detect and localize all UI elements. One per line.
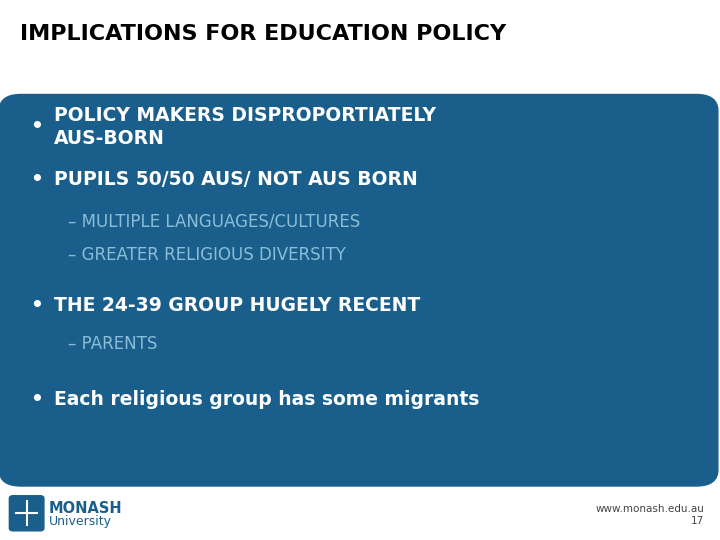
Text: PUPILS 50/50 AUS/ NOT AUS BORN: PUPILS 50/50 AUS/ NOT AUS BORN bbox=[54, 170, 418, 189]
FancyBboxPatch shape bbox=[0, 94, 718, 486]
Text: – PARENTS: – PARENTS bbox=[68, 335, 158, 353]
FancyBboxPatch shape bbox=[9, 496, 44, 531]
Text: www.monash.edu.au: www.monash.edu.au bbox=[595, 504, 704, 514]
Text: Each religious group has some migrants: Each religious group has some migrants bbox=[54, 390, 480, 409]
Text: •: • bbox=[30, 390, 43, 409]
Text: University: University bbox=[49, 515, 112, 528]
Text: 17: 17 bbox=[691, 516, 704, 526]
Text: POLICY MAKERS DISPROPORTIATELY
AUS-BORN: POLICY MAKERS DISPROPORTIATELY AUS-BORN bbox=[54, 106, 436, 148]
Text: •: • bbox=[30, 117, 43, 137]
Text: IMPLICATIONS FOR EDUCATION POLICY: IMPLICATIONS FOR EDUCATION POLICY bbox=[20, 24, 506, 44]
Text: THE 24-39 GROUP HUGELY RECENT: THE 24-39 GROUP HUGELY RECENT bbox=[54, 295, 420, 315]
Text: MONASH: MONASH bbox=[49, 501, 122, 516]
Text: •: • bbox=[30, 170, 43, 189]
Text: •: • bbox=[30, 295, 43, 315]
Text: – GREATER RELIGIOUS DIVERSITY: – GREATER RELIGIOUS DIVERSITY bbox=[68, 246, 346, 265]
Text: – MULTIPLE LANGUAGES/CULTURES: – MULTIPLE LANGUAGES/CULTURES bbox=[68, 212, 361, 231]
